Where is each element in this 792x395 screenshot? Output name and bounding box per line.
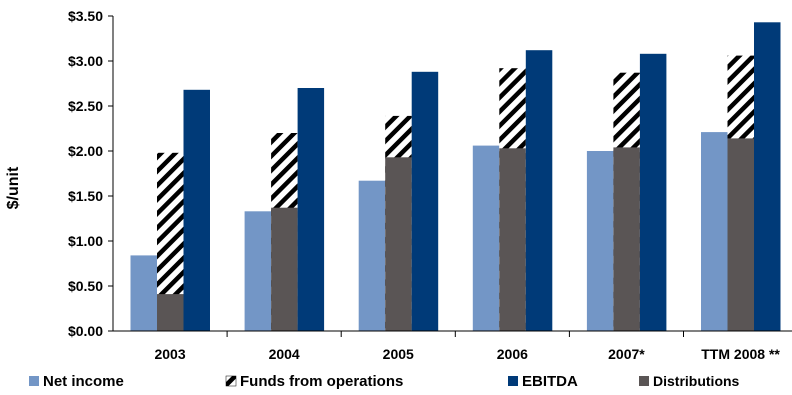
bar-distributions <box>157 294 184 331</box>
legend-swatch <box>225 375 237 387</box>
bar-ebitda <box>525 50 553 331</box>
legend-swatch <box>639 376 649 386</box>
bar-ebitda <box>754 22 781 332</box>
bar-distributions <box>499 148 526 331</box>
plot-area <box>130 22 781 332</box>
bar-ebitda <box>639 53 667 332</box>
y-tick-label: $0.00 <box>68 323 103 339</box>
x-tick-label: TTM 2008 ** <box>701 346 780 362</box>
y-tick-label: $1.50 <box>68 188 103 204</box>
bar-distributions <box>727 138 754 331</box>
bar-net-income <box>586 151 614 331</box>
bar-net-income <box>130 255 157 331</box>
x-tick-label: 2005 <box>383 346 414 362</box>
legend-item: Distributions <box>639 373 740 389</box>
legend-label: EBITDA <box>522 373 578 390</box>
y-tick-label: $2.50 <box>68 98 103 114</box>
y-axis-label: $/unit <box>5 166 22 209</box>
bar-net-income <box>244 211 272 331</box>
bar-ebitda <box>297 88 325 331</box>
y-tick-label: $2.00 <box>68 143 103 159</box>
x-tick-label: 2007* <box>608 346 645 362</box>
bar-net-income <box>472 145 500 331</box>
legend-label: Distributions <box>653 373 740 389</box>
bar-distributions <box>271 207 298 331</box>
legend-swatch <box>508 376 518 386</box>
x-tick-label: 2004 <box>269 346 300 362</box>
y-tick-label: $3.50 <box>68 8 103 24</box>
bar-net-income <box>358 180 386 331</box>
legend-label: Funds from operations <box>240 373 403 390</box>
x-axis: 2003 2004 2005 2006 2007* TTM 2008 ** <box>113 330 792 362</box>
bar-distributions <box>385 157 412 331</box>
bar-net-income <box>701 132 728 331</box>
bar-ebitda <box>183 89 210 331</box>
y-tick-label: $0.50 <box>68 278 103 294</box>
x-tick-label: 2003 <box>154 346 185 362</box>
y-tick-label: $3.00 <box>68 53 103 69</box>
legend-item: Funds from operations <box>225 373 403 390</box>
y-axis: $0.00 $0.50 $1.00 $1.50 $2.00 $2.50 $3.00 $3.50 <box>68 8 114 339</box>
bar-ebitda <box>411 71 439 332</box>
legend-label: Net income <box>43 373 124 390</box>
bar-distributions <box>613 147 640 331</box>
legend-item: EBITDA <box>508 373 578 390</box>
y-tick-label: $1.00 <box>68 233 103 249</box>
legend-item: Net income <box>29 373 124 390</box>
legend-swatch <box>29 376 39 386</box>
legend: Net income Funds from operations EBITDA Dis… <box>29 373 740 390</box>
x-tick-label: 2006 <box>497 346 528 362</box>
